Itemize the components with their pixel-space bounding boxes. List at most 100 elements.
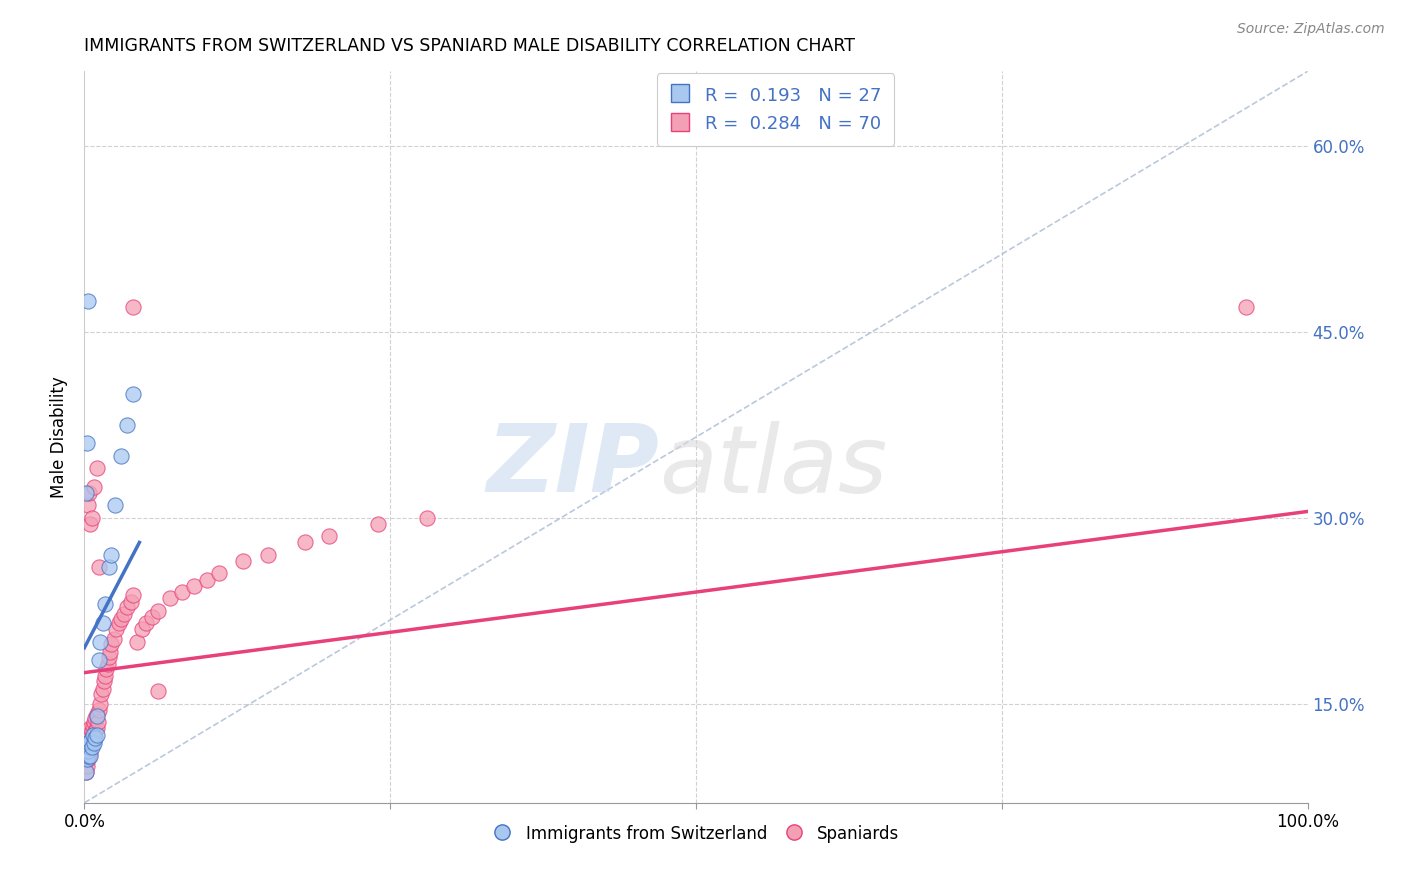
Point <box>103 632 125 647</box>
Point <box>79 516 101 531</box>
Point <box>105 622 128 636</box>
Point <box>79 722 101 736</box>
Point <box>80 510 103 524</box>
Point <box>77 498 100 512</box>
Point <box>122 386 145 401</box>
Point <box>104 498 127 512</box>
Point <box>75 764 97 779</box>
Point <box>112 607 135 622</box>
Point <box>79 734 101 748</box>
Point <box>86 706 108 721</box>
Point <box>86 722 108 736</box>
Text: ZIP: ZIP <box>486 420 659 512</box>
Point <box>96 662 118 676</box>
Point <box>79 748 101 763</box>
Point <box>131 622 153 636</box>
Point <box>94 598 117 612</box>
Point <box>77 293 100 308</box>
Point <box>93 674 115 689</box>
Point <box>120 595 142 609</box>
Point <box>87 653 110 667</box>
Point <box>146 684 169 698</box>
Point <box>86 728 108 742</box>
Point <box>208 566 231 581</box>
Y-axis label: Male Disability: Male Disability <box>51 376 69 498</box>
Point <box>76 734 98 748</box>
Legend: Immigrants from Switzerland, Spaniards: Immigrants from Switzerland, Spaniards <box>486 818 905 849</box>
Point <box>76 436 98 450</box>
Point <box>1236 300 1258 314</box>
Point <box>86 709 108 723</box>
Point <box>125 634 148 648</box>
Point <box>100 637 122 651</box>
Point <box>89 697 111 711</box>
Point <box>172 585 194 599</box>
Point <box>232 554 254 568</box>
Point <box>75 752 97 766</box>
Point <box>89 634 111 648</box>
Point <box>77 736 100 750</box>
Text: IMMIGRANTS FROM SWITZERLAND VS SPANIARD MALE DISABILITY CORRELATION CHART: IMMIGRANTS FROM SWITZERLAND VS SPANIARD … <box>84 37 855 54</box>
Point <box>84 731 107 746</box>
Point <box>97 560 120 574</box>
Text: Source: ZipAtlas.com: Source: ZipAtlas.com <box>1237 22 1385 37</box>
Point <box>83 728 105 742</box>
Point <box>75 739 97 754</box>
Point <box>115 599 138 614</box>
Point <box>141 610 163 624</box>
Point <box>82 728 104 742</box>
Point <box>77 728 100 742</box>
Point <box>83 736 105 750</box>
Point <box>77 744 100 758</box>
Point <box>257 548 280 562</box>
Point <box>90 687 112 701</box>
Point <box>107 615 129 630</box>
Point <box>294 535 316 549</box>
Point <box>91 681 114 696</box>
Point <box>87 703 110 717</box>
Point <box>122 300 145 314</box>
Point <box>80 739 103 754</box>
Point <box>77 739 100 754</box>
Point <box>416 510 439 524</box>
Point <box>115 417 138 432</box>
Text: atlas: atlas <box>659 421 887 512</box>
Point <box>77 739 100 754</box>
Point <box>82 731 104 746</box>
Point <box>77 486 100 500</box>
Point <box>83 480 105 494</box>
Point <box>77 736 100 750</box>
Point <box>77 748 100 763</box>
Point <box>183 579 205 593</box>
Point <box>87 560 110 574</box>
Point <box>80 723 103 738</box>
Point <box>75 486 97 500</box>
Point <box>80 736 103 750</box>
Point <box>122 588 145 602</box>
Point <box>100 548 122 562</box>
Point <box>91 615 114 630</box>
Point <box>76 752 98 766</box>
Point <box>195 573 218 587</box>
Point <box>86 461 108 475</box>
Point <box>97 657 120 671</box>
Point <box>79 746 101 760</box>
Point <box>76 746 98 760</box>
Point <box>367 516 389 531</box>
Point <box>75 764 97 779</box>
Point <box>84 711 107 725</box>
Point <box>94 669 117 683</box>
Point <box>110 612 132 626</box>
Point <box>318 529 340 543</box>
Point <box>97 649 120 664</box>
Point <box>146 604 169 618</box>
Point <box>77 752 100 766</box>
Point <box>87 715 110 730</box>
Point <box>83 715 105 730</box>
Point <box>77 748 100 763</box>
Point <box>159 591 181 606</box>
Point <box>135 615 157 630</box>
Point <box>84 723 107 738</box>
Point <box>76 758 98 772</box>
Point <box>79 734 101 748</box>
